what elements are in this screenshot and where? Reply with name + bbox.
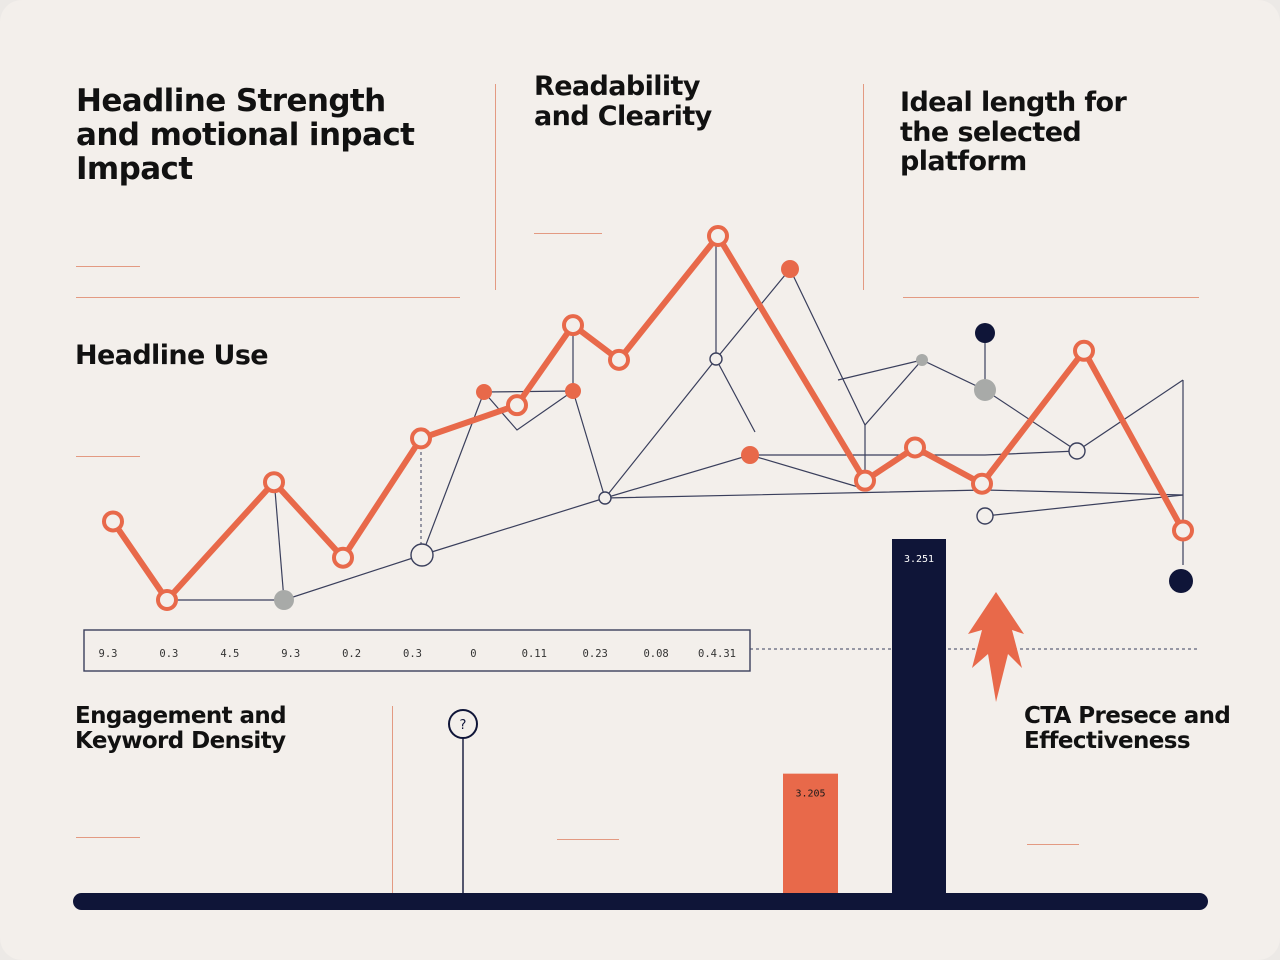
- readability-title-line2: and Clearity: [534, 100, 712, 132]
- cta-underline: [1027, 844, 1079, 845]
- grey-node: [916, 354, 928, 366]
- tick-label: 9.3: [281, 648, 300, 660]
- hollow-node: [709, 352, 723, 366]
- hollow-node: [976, 507, 994, 525]
- hollow-node: [1068, 442, 1086, 460]
- tick-label: 0.08: [643, 648, 668, 660]
- data-point: [971, 472, 993, 495]
- column-divider-3: [392, 706, 393, 910]
- ideal-length-title-line2: the selected: [900, 116, 1082, 148]
- tick-label-box: [83, 629, 751, 672]
- headline-strength-underline: [76, 266, 140, 267]
- data-point: [410, 427, 432, 450]
- data-point: [156, 589, 178, 611]
- navy-node: [1169, 569, 1193, 593]
- readability-title: Readability and Clearity: [534, 72, 712, 131]
- bar: [783, 773, 838, 900]
- tick-label: 4.5: [220, 648, 239, 660]
- headline-strength-title: Headline Strength and motional inpact Im…: [76, 83, 415, 188]
- headline-strength-title-line3: Impact: [76, 151, 193, 188]
- middle-note-underline: [557, 839, 619, 840]
- data-point: [562, 314, 584, 337]
- accent-dot: [741, 446, 759, 464]
- navy-node: [975, 323, 995, 343]
- baseline: [73, 893, 1208, 910]
- tick-layer: 9.3 0.3 4.5 9.3 0.2 0.3 0 0.11 0.23 0.08 0.4.31: [99, 648, 736, 660]
- engagement-underline: [76, 837, 140, 838]
- data-point: [506, 394, 528, 417]
- headline-use-title: Headline Use: [75, 340, 269, 371]
- decorative-dots: [274, 260, 1193, 610]
- grey-node: [274, 590, 294, 610]
- data-point: [707, 225, 729, 247]
- tick-label: 0: [470, 648, 476, 660]
- network-connectors: [167, 236, 1184, 601]
- tick-label: 0.11: [522, 648, 547, 660]
- series-line: [110, 233, 1186, 603]
- engagement-title-line2: Keyword Density: [75, 728, 286, 755]
- column-divider-1: [495, 84, 496, 290]
- cta-title: CTA Presece and Effectiveness: [1024, 703, 1231, 755]
- data-point: [263, 471, 285, 494]
- tick-label: 0.4.31: [698, 648, 736, 660]
- accent-dot: [781, 260, 799, 278]
- data-point: [102, 510, 124, 533]
- series-layer: [102, 225, 1194, 611]
- cta-title-line2: Effectiveness: [1024, 728, 1191, 755]
- headline-strength-title-line2: and motional inpact: [76, 117, 415, 154]
- engagement-title: Engagement and Keyword Density: [75, 703, 287, 755]
- headline-strength-divider: [76, 297, 460, 298]
- tick-label: 0.23: [583, 648, 608, 660]
- marker-icon: [448, 709, 478, 739]
- bar-label: 3.251: [904, 554, 934, 565]
- hollow-node: [598, 491, 612, 505]
- ideal-length-title: Ideal length for the selected platform: [900, 87, 1127, 178]
- bar-layer: 3.205 3.251: [783, 539, 946, 900]
- bar: [892, 539, 946, 900]
- tick-label: 0.3: [159, 648, 178, 660]
- headline-strength-title-line1: Headline Strength: [76, 83, 386, 119]
- tick-label: 9.3: [99, 648, 118, 660]
- readability-title-line1: Readability: [534, 71, 700, 102]
- bar-label: 3.205: [795, 789, 825, 800]
- ideal-length-divider: [903, 297, 1199, 298]
- column-divider-2: [863, 84, 864, 290]
- data-point: [854, 469, 876, 492]
- up-arrow-icon: [968, 592, 1024, 702]
- tick-label: 0.3: [403, 648, 422, 660]
- data-point: [332, 546, 354, 569]
- readability-underline: [534, 233, 602, 234]
- data-point: [608, 348, 630, 371]
- engagement-title-line1: Engagement and: [75, 703, 287, 729]
- data-point: [904, 436, 926, 459]
- data-point: [1172, 519, 1194, 542]
- marker-label: ?: [460, 718, 467, 733]
- ideal-length-title-line1: Ideal length for: [900, 87, 1127, 118]
- tick-label: 0.2: [342, 648, 361, 660]
- data-point: [1073, 339, 1095, 362]
- dashed-guides: [420, 440, 1197, 650]
- ideal-length-title-line3: platform: [900, 146, 1027, 178]
- accent-dot: [565, 383, 581, 399]
- grey-node: [974, 379, 996, 401]
- headline-use-underline: [76, 456, 140, 457]
- accent-dot: [476, 384, 492, 400]
- hollow-node: [410, 543, 434, 567]
- cta-title-line1: CTA Presece and: [1024, 703, 1231, 729]
